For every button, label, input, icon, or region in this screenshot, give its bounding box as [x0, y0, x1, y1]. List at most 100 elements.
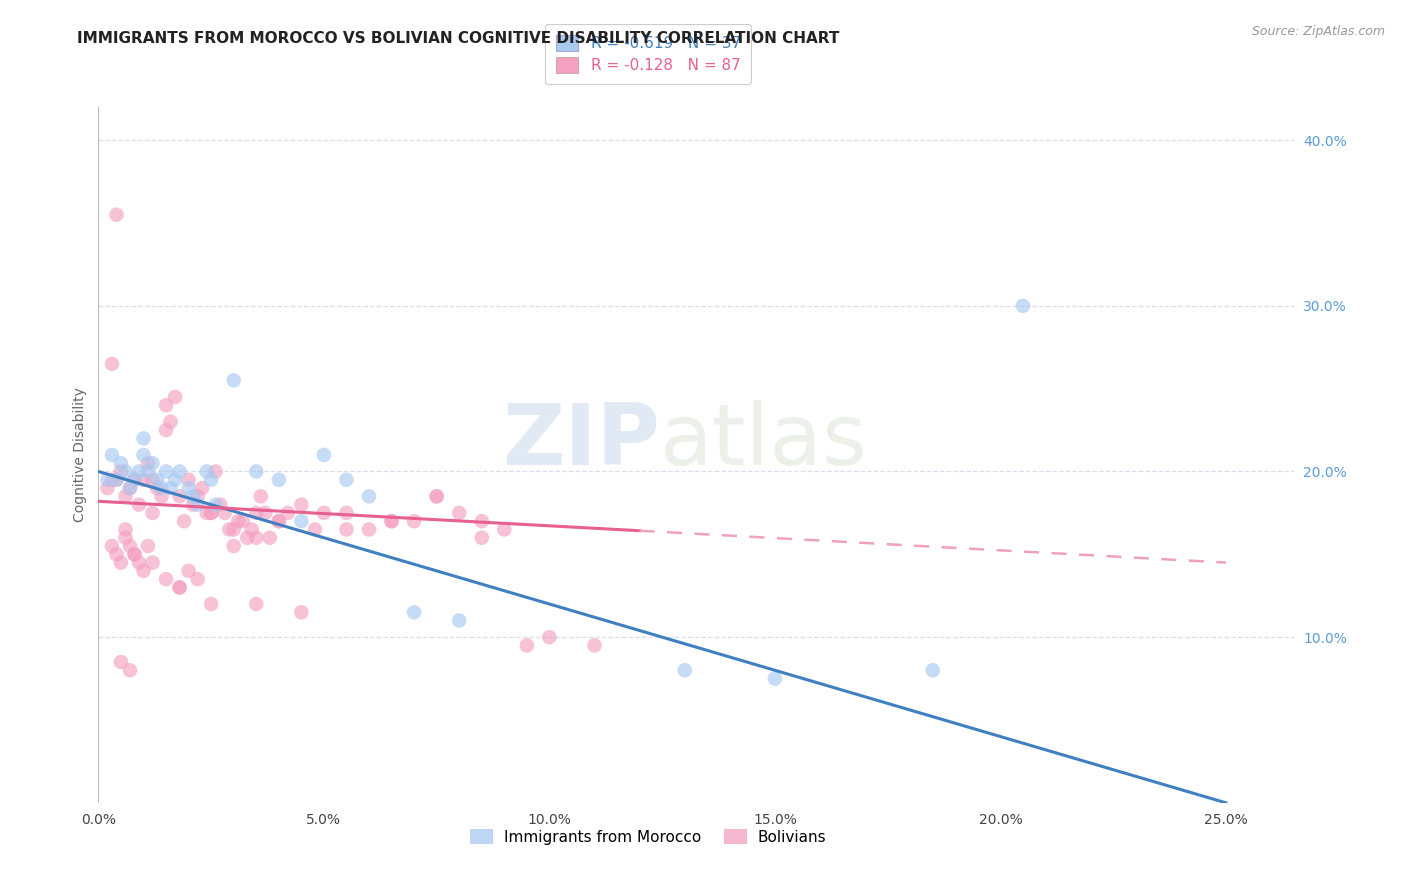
Point — [165, 390, 187, 404]
Point — [150, 489, 173, 503]
Point — [124, 473, 146, 487]
Point — [118, 481, 141, 495]
Point — [449, 506, 471, 520]
Point — [204, 465, 226, 479]
Point — [105, 473, 128, 487]
Text: IMMIGRANTS FROM MOROCCO VS BOLIVIAN COGNITIVE DISABILITY CORRELATION CHART: IMMIGRANTS FROM MOROCCO VS BOLIVIAN COGN… — [77, 31, 839, 46]
Point — [214, 506, 236, 520]
Point — [132, 473, 155, 487]
Point — [673, 663, 696, 677]
Point — [128, 498, 150, 512]
Point — [1012, 299, 1035, 313]
Point — [277, 506, 299, 520]
Point — [516, 639, 538, 653]
Point — [118, 539, 141, 553]
Point — [226, 514, 249, 528]
Point — [165, 473, 187, 487]
Point — [181, 498, 204, 512]
Point — [335, 523, 357, 537]
Point — [155, 398, 177, 412]
Text: atlas: atlas — [661, 400, 868, 483]
Point — [118, 663, 141, 677]
Point — [204, 498, 226, 512]
Point — [449, 614, 471, 628]
Point — [222, 373, 245, 387]
Point — [426, 489, 449, 503]
Point — [110, 556, 132, 570]
Point — [267, 473, 290, 487]
Point — [187, 572, 209, 586]
Point — [146, 481, 169, 495]
Point — [96, 481, 118, 495]
Point — [426, 489, 449, 503]
Point — [335, 506, 357, 520]
Point — [254, 506, 277, 520]
Point — [763, 672, 786, 686]
Point — [267, 514, 290, 528]
Text: ZIP: ZIP — [502, 400, 661, 483]
Point — [114, 465, 136, 479]
Point — [181, 489, 204, 503]
Point — [404, 514, 426, 528]
Point — [259, 531, 281, 545]
Point — [240, 523, 263, 537]
Point — [110, 465, 132, 479]
Point — [177, 473, 200, 487]
Point — [267, 514, 290, 528]
Point — [96, 473, 118, 487]
Point — [105, 473, 128, 487]
Point — [249, 489, 271, 503]
Point — [357, 489, 380, 503]
Point — [124, 473, 146, 487]
Point — [380, 514, 402, 528]
Point — [101, 357, 124, 371]
Point — [114, 523, 136, 537]
Point — [921, 663, 943, 677]
Point — [136, 456, 159, 470]
Point — [187, 489, 209, 503]
Point — [155, 423, 177, 437]
Point — [101, 539, 124, 553]
Point — [114, 489, 136, 503]
Point — [200, 473, 222, 487]
Point — [471, 531, 494, 545]
Point — [200, 506, 222, 520]
Point — [169, 581, 191, 595]
Point — [101, 448, 124, 462]
Point — [304, 523, 326, 537]
Point — [105, 547, 128, 561]
Text: Source: ZipAtlas.com: Source: ZipAtlas.com — [1251, 25, 1385, 38]
Point — [177, 481, 200, 495]
Point — [169, 489, 191, 503]
Point — [118, 481, 141, 495]
Point — [132, 431, 155, 445]
Point — [159, 481, 181, 495]
Point — [404, 605, 426, 619]
Point — [177, 564, 200, 578]
Point — [136, 465, 159, 479]
Point — [538, 630, 561, 644]
Point — [155, 572, 177, 586]
Point — [124, 547, 146, 561]
Point — [245, 465, 267, 479]
Point — [471, 514, 494, 528]
Point — [290, 514, 312, 528]
Point — [380, 514, 402, 528]
Point — [101, 473, 124, 487]
Point — [209, 498, 232, 512]
Point — [110, 456, 132, 470]
Point — [150, 481, 173, 495]
Point — [124, 547, 146, 561]
Point — [105, 208, 128, 222]
Point — [191, 481, 214, 495]
Point — [132, 448, 155, 462]
Point — [245, 531, 267, 545]
Point — [136, 539, 159, 553]
Point — [200, 597, 222, 611]
Point — [128, 465, 150, 479]
Point — [141, 556, 163, 570]
Point — [159, 415, 181, 429]
Point — [195, 465, 218, 479]
Point — [312, 448, 335, 462]
Point — [236, 531, 259, 545]
